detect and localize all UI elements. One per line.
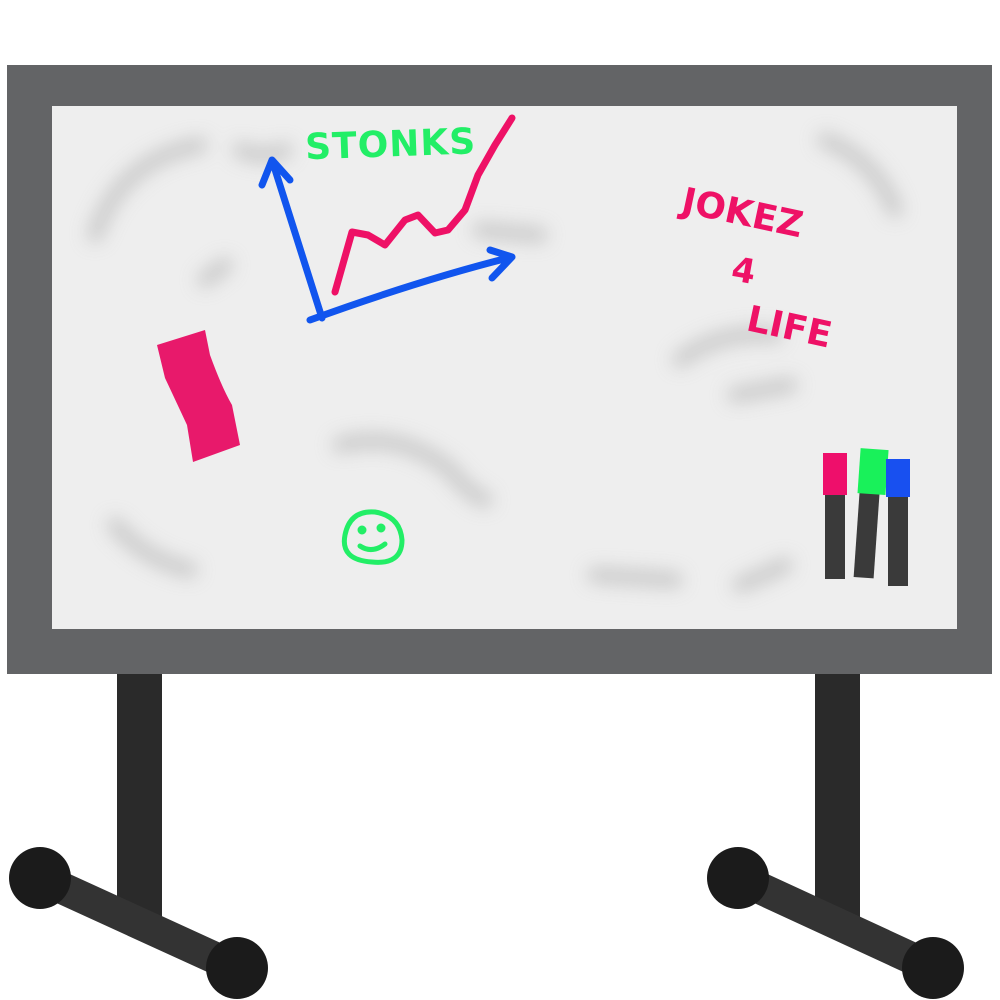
wheel-right-back — [707, 847, 769, 909]
stonks-chart: STONKS — [258, 114, 516, 324]
chart-axes — [258, 156, 516, 324]
blue-marker-cap — [886, 459, 910, 497]
wheel-left-front — [206, 937, 268, 999]
wheel-left-back — [9, 847, 71, 909]
left-foot — [24, 862, 253, 984]
green-marker[interactable] — [852, 448, 889, 579]
pink-marker[interactable] — [823, 453, 847, 579]
erased-smudges — [87, 132, 903, 593]
pink-marker-cap — [823, 453, 847, 495]
marker-tray — [823, 448, 910, 586]
right-leg — [815, 670, 860, 920]
eraser[interactable] — [157, 330, 240, 462]
blue-marker[interactable] — [886, 459, 910, 586]
left-leg — [117, 670, 162, 920]
smiley-doodle — [341, 509, 405, 565]
stonks-label: STONKS — [304, 121, 476, 168]
right-foot — [722, 862, 949, 984]
green-marker-cap — [857, 448, 889, 496]
whiteboard-stand — [9, 670, 964, 999]
wheel-right-front — [902, 937, 964, 999]
trend-line — [331, 114, 516, 296]
